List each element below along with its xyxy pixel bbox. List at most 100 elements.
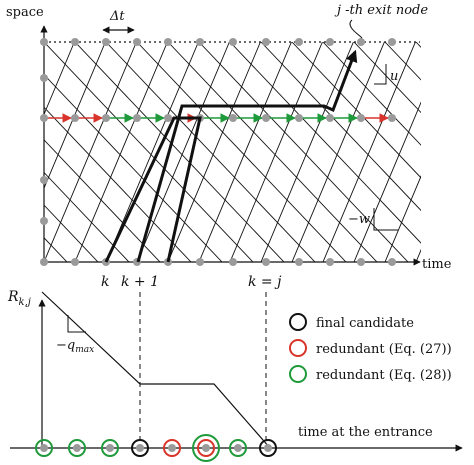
lattice-grid <box>0 42 474 262</box>
lattice-node <box>388 258 396 266</box>
forward-characteristic <box>322 42 416 262</box>
lattice-node <box>295 258 303 266</box>
forward-characteristic <box>260 42 354 262</box>
entrance-nodes <box>35 434 277 462</box>
lattice-node <box>40 114 48 122</box>
q-max-label: −qmax <box>56 338 94 355</box>
forward-characteristic <box>0 42 12 262</box>
entrance-node <box>264 444 272 452</box>
backward-characteristic <box>44 139 161 262</box>
lattice-node <box>229 114 237 122</box>
backward-characteristic <box>322 42 421 146</box>
forward-characteristic <box>198 42 292 262</box>
delta-t-label: Δt <box>109 9 125 24</box>
tick-label-k: k <box>101 274 109 290</box>
forward-characteristic <box>105 42 199 262</box>
lattice-node <box>71 38 79 46</box>
backward-characteristic <box>44 106 192 262</box>
backward-characteristic <box>0 42 36 262</box>
lattice-node <box>133 114 141 122</box>
backward-characteristic <box>44 42 254 262</box>
forward-characteristic <box>44 42 137 262</box>
backward-characteristic <box>415 42 421 48</box>
exit-node-pointer <box>349 19 363 39</box>
lattice-node <box>262 38 270 46</box>
lattice-node <box>357 114 365 122</box>
green-ring-icon <box>192 434 220 462</box>
w-label: −w <box>348 212 370 227</box>
lattice-node <box>71 258 79 266</box>
forward-characteristic <box>0 42 43 262</box>
forward-characteristic <box>136 42 230 262</box>
r-axis-label: Rk,j <box>7 289 31 308</box>
q-max-slope-marker: −qmax <box>56 315 94 355</box>
candidate-ring-icon <box>229 439 247 457</box>
candidate-ring-icon <box>163 439 181 457</box>
lattice-node <box>71 114 79 122</box>
lattice-node <box>40 258 48 266</box>
lattice-node <box>262 258 270 266</box>
highlighted-trajectories <box>104 49 358 263</box>
backward-characteristic <box>0 42 5 262</box>
lattice-node <box>40 217 48 225</box>
legend-green-circle-icon <box>289 365 307 383</box>
lattice-node <box>164 38 172 46</box>
legend-final-candidate: final candidate <box>289 313 414 331</box>
lattice-node <box>196 38 204 46</box>
backward-characteristic <box>353 42 421 114</box>
lattice-node <box>229 38 237 46</box>
forward-characteristic <box>167 42 261 262</box>
r-curve <box>41 291 271 449</box>
lattice-node <box>295 38 303 46</box>
backward-characteristic <box>44 204 99 262</box>
lattice-node <box>40 176 48 184</box>
legend-redundant-28: redundant (Eq. (28)) <box>289 365 452 383</box>
forward-characteristic <box>447 42 474 262</box>
entrance-time-label: time at the entrance <box>298 425 433 440</box>
backward-characteristic <box>44 171 130 262</box>
backward-characteristic <box>291 42 421 179</box>
backward-characteristic <box>105 42 316 262</box>
exit-node-label: j -th exit node <box>334 3 428 18</box>
lattice-node <box>164 114 172 122</box>
lattice-node <box>326 114 334 122</box>
lattice-node <box>40 38 48 46</box>
w-slope-marker: −w <box>348 208 398 231</box>
legend-black-circle-icon <box>289 313 307 331</box>
tick-label-k-plus-1: k + 1 <box>121 274 159 290</box>
backward-characteristic <box>74 42 285 262</box>
backward-characteristic <box>260 42 421 212</box>
time-axis-label: time <box>422 257 452 272</box>
backward-characteristic <box>229 42 421 244</box>
space-axis-label: space <box>6 5 44 20</box>
legend: final candidate redundant (Eq. (27)) red… <box>289 313 452 383</box>
entrance-node <box>168 444 176 452</box>
entrance-node <box>234 444 242 452</box>
backward-characteristic <box>44 237 68 262</box>
delta-t-marker: Δt <box>102 9 135 34</box>
entrance-node <box>106 444 114 452</box>
forward-characteristic <box>74 42 168 262</box>
entrance-node <box>40 444 48 452</box>
forward-characteristic <box>353 101 421 262</box>
candidate-ring-icon <box>131 439 149 457</box>
lattice-node <box>40 74 48 82</box>
backward-characteristic <box>198 42 409 262</box>
forward-characteristic <box>291 42 385 262</box>
lattice-node <box>295 114 303 122</box>
red-ring-icon <box>197 439 215 457</box>
lattice-node <box>326 258 334 266</box>
svg-text:final candidate: final candidate <box>316 316 414 331</box>
entrance-node <box>73 444 81 452</box>
lattice-node <box>229 258 237 266</box>
lattice-nodes <box>40 38 396 266</box>
u-label: u <box>390 69 398 84</box>
u-slope-marker: u <box>374 64 398 85</box>
lattice-node <box>388 38 396 46</box>
lattice-node <box>102 38 110 46</box>
forward-characteristic <box>229 42 323 262</box>
svg-text:redundant (Eq. (28)): redundant (Eq. (28)) <box>316 368 452 383</box>
lattice-node <box>133 38 141 46</box>
backward-characteristic <box>136 42 347 262</box>
